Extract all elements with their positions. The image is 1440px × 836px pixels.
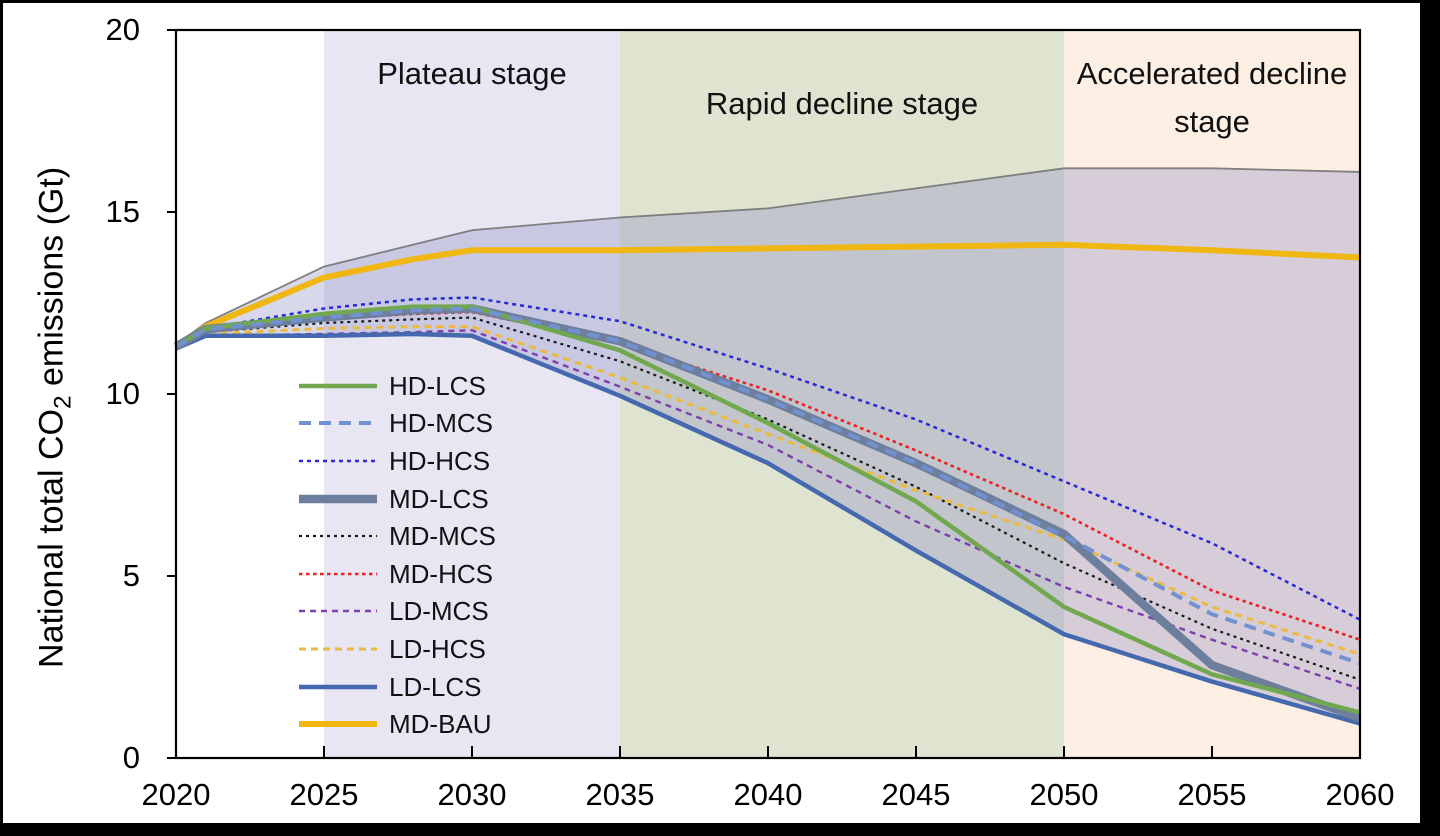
chart-canvas: National total CO2 emissions (Gt) HD-LCS… [3, 3, 1420, 823]
series-line-MD-MCS [175, 316, 1361, 681]
stage-band-3 [1064, 30, 1360, 758]
stage-band-1 [324, 30, 620, 758]
envelope-upper-bound-line [175, 167, 1361, 346]
stage-band-2 [620, 30, 1064, 758]
series-line-HD-HCS [175, 296, 1361, 621]
series-line-HD-LCS [174, 304, 1361, 715]
series-line-LD-LCS [175, 331, 1361, 726]
series-line-LD-HCS [175, 325, 1361, 656]
series-line-MD-BAU [174, 241, 1361, 350]
series-line-MD-LCS [173, 304, 1362, 722]
